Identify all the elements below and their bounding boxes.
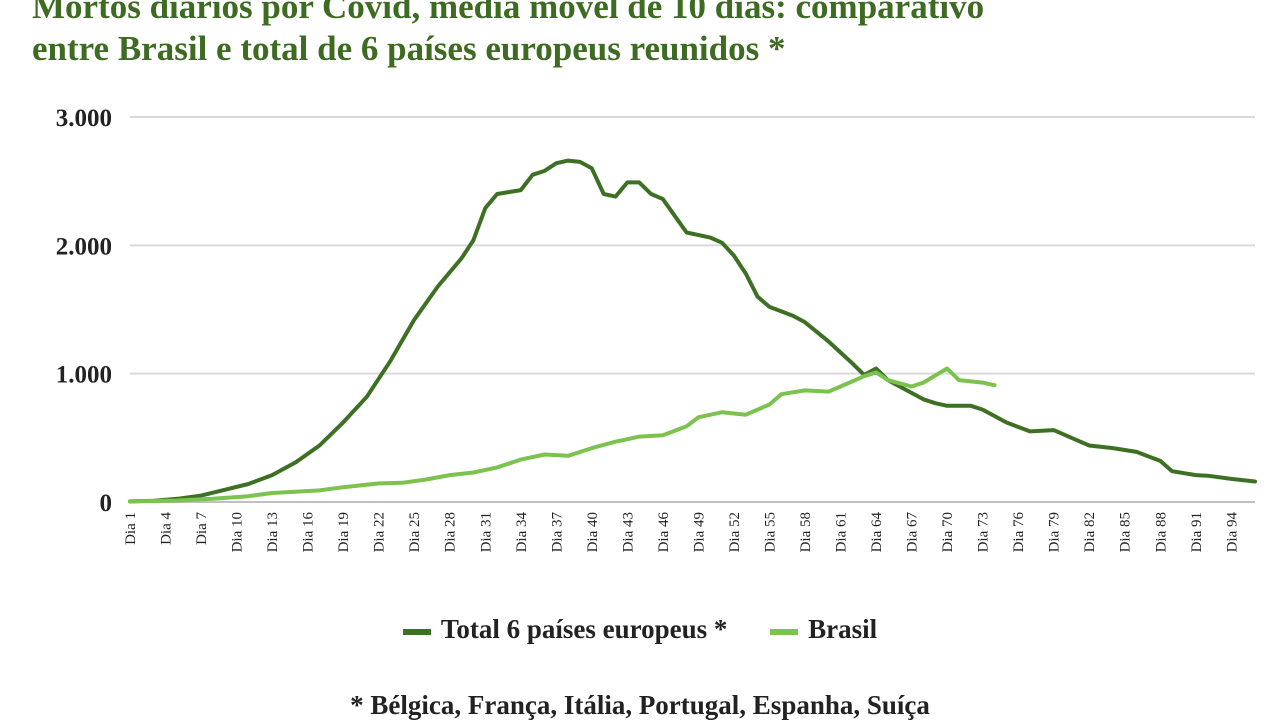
x-tick-label: Dia 94 <box>1224 512 1240 553</box>
x-tick-label: Dia 61 <box>834 512 850 552</box>
legend-label-europe: Total 6 países europeus * <box>440 614 728 645</box>
x-tick-label: Dia 52 <box>727 512 743 552</box>
y-tick-label: 0 <box>100 490 113 517</box>
footnote: * Bélgica, França, Itália, Portugal, Esp… <box>350 690 930 720</box>
chart-title-line1: Mortos diários por Covid, média móvel de… <box>32 0 985 26</box>
x-tick-label: Dia 85 <box>1118 512 1134 552</box>
x-tick-label: Dia 25 <box>407 512 423 552</box>
x-tick-label: Dia 58 <box>798 512 814 552</box>
legend-label-brasil: Brasil <box>808 614 878 645</box>
series-line-brasil <box>128 366 997 504</box>
chart-title-line2: entre Brasil e total de 6 países europeu… <box>32 29 786 68</box>
x-tick-label: Dia 28 <box>443 512 459 552</box>
y-tick-label: 3.000 <box>56 105 112 132</box>
x-tick-label: Dia 31 <box>478 512 494 552</box>
x-tick-label: Dia 79 <box>1047 512 1063 552</box>
x-tick-label: Dia 91 <box>1189 512 1205 552</box>
gridlines <box>130 116 1255 503</box>
x-tick-label: Dia 46 <box>656 512 672 553</box>
x-tick-label: Dia 10 <box>230 512 246 552</box>
x-tick-label: Dia 37 <box>549 512 565 553</box>
legend-item-brasil: Brasil <box>770 614 877 645</box>
legend-swatch-brasil <box>770 629 799 636</box>
x-tick-label: Dia 34 <box>514 512 530 553</box>
x-tick-label: Dia 16 <box>301 512 317 553</box>
x-tick-label: Dia 4 <box>159 512 175 545</box>
x-tick-label: Dia 40 <box>585 512 601 552</box>
x-tick-label: Dia 49 <box>691 512 707 552</box>
series-lines <box>128 158 1257 504</box>
x-axis: Dia 1 Dia 4 Dia 7 Dia 10 Dia 13 Dia 16 Dia 19 D… <box>123 512 1240 553</box>
legend-swatch-europe <box>402 629 431 636</box>
x-tick-label: Dia 73 <box>976 512 992 552</box>
x-tick-label: Dia 13 <box>265 512 281 552</box>
x-tick-label: Dia 67 <box>905 512 921 553</box>
y-tick-label: 2.000 <box>56 233 112 260</box>
y-tick-label: 1.000 <box>56 362 112 389</box>
x-tick-label: Dia 55 <box>762 512 778 552</box>
x-tick-label: Dia 88 <box>1153 512 1169 552</box>
x-tick-label: Dia 64 <box>869 512 885 553</box>
x-tick-label: Dia 43 <box>620 512 636 552</box>
x-tick-label: Dia 19 <box>336 512 352 552</box>
chart-title: Mortos diários por Covid, média móvel de… <box>32 0 1272 70</box>
x-tick-label: Dia 76 <box>1011 512 1027 553</box>
x-tick-label: Dia 70 <box>940 512 956 552</box>
x-tick-label: Dia 22 <box>372 512 388 552</box>
legend: Total 6 países europeus * Brasil <box>0 612 1280 645</box>
legend-item-europe: Total 6 países europeus * <box>402 614 728 645</box>
series-line-europe <box>128 158 1257 504</box>
y-axis: 0 1.000 2.000 3.000 <box>56 105 112 517</box>
x-tick-label: Dia 1 <box>123 512 139 545</box>
x-tick-label: Dia 82 <box>1082 512 1098 552</box>
x-tick-label: Dia 7 <box>194 512 210 545</box>
